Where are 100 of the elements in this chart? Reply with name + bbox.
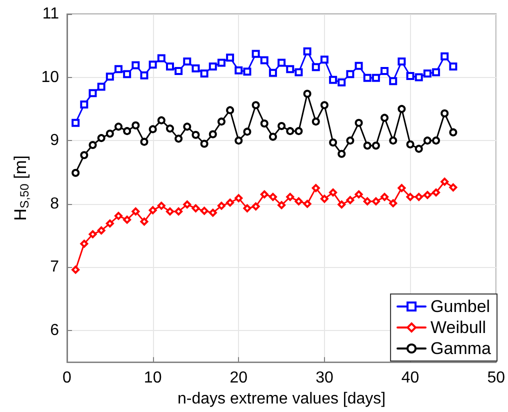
point — [338, 150, 346, 158]
point — [320, 101, 328, 110]
x-tick-label: 50 — [487, 370, 506, 387]
y-tick-label: 7 — [50, 258, 60, 276]
point — [278, 58, 286, 67]
point — [354, 62, 363, 70]
point — [329, 188, 338, 196]
point — [372, 74, 380, 82]
point — [192, 204, 200, 212]
point — [174, 207, 183, 216]
point — [338, 78, 346, 86]
point — [346, 136, 354, 145]
point — [217, 58, 226, 67]
point — [432, 68, 440, 76]
y-tick-label: 8 — [50, 195, 60, 212]
point — [183, 200, 192, 209]
point — [440, 178, 449, 186]
point — [372, 142, 380, 150]
x-axis-title: n-days extreme values [days] — [178, 390, 386, 408]
point — [303, 47, 312, 56]
point — [294, 197, 303, 206]
point — [208, 62, 217, 71]
point — [88, 141, 97, 150]
point — [114, 65, 122, 74]
point — [192, 130, 200, 139]
y-tick-label: 10 — [41, 68, 60, 86]
point — [183, 57, 192, 66]
point — [72, 118, 80, 127]
point — [140, 218, 148, 226]
point — [354, 190, 363, 198]
point — [72, 168, 80, 177]
point — [363, 74, 372, 82]
point — [303, 200, 312, 208]
point — [200, 140, 208, 148]
point — [140, 71, 148, 80]
point — [294, 68, 303, 76]
point — [440, 52, 449, 60]
point — [148, 60, 157, 69]
point — [406, 140, 414, 148]
point — [268, 68, 277, 77]
point — [166, 207, 174, 216]
point — [252, 50, 260, 58]
point — [286, 65, 294, 74]
point — [157, 54, 166, 62]
point — [398, 104, 406, 113]
point — [346, 70, 354, 78]
point — [406, 72, 414, 80]
point — [234, 66, 243, 74]
point — [380, 66, 389, 75]
point — [380, 114, 389, 122]
point — [423, 69, 432, 78]
point — [157, 116, 166, 124]
x-tick-label: 0 — [62, 370, 72, 387]
point — [148, 125, 157, 134]
point — [354, 118, 363, 127]
point — [174, 134, 183, 143]
legend-label: Gamma — [430, 339, 492, 358]
point — [208, 130, 217, 138]
point — [72, 266, 80, 274]
point — [243, 68, 252, 76]
point — [226, 106, 234, 114]
point — [278, 122, 286, 130]
point — [123, 127, 132, 136]
point — [183, 122, 192, 131]
point — [414, 144, 423, 153]
point — [80, 100, 88, 109]
point — [449, 183, 458, 192]
point — [234, 194, 243, 202]
legend-label: Gumbel — [430, 297, 490, 316]
point — [252, 101, 260, 110]
point — [414, 192, 423, 201]
point — [320, 194, 328, 203]
point — [389, 199, 398, 208]
x-tick-label: 30 — [316, 370, 334, 387]
point — [423, 136, 432, 145]
point — [372, 197, 380, 206]
point — [97, 226, 106, 234]
point — [432, 136, 440, 145]
point — [303, 90, 312, 98]
point — [106, 219, 114, 228]
x-tick-label: 10 — [144, 370, 162, 387]
point — [226, 54, 234, 62]
point — [363, 142, 372, 150]
point — [226, 198, 234, 207]
point — [389, 136, 398, 145]
point — [243, 204, 252, 212]
point — [157, 202, 166, 210]
point — [80, 151, 88, 160]
point — [268, 192, 277, 201]
point — [329, 138, 338, 146]
point — [338, 200, 346, 209]
point — [140, 138, 148, 146]
point — [200, 69, 208, 78]
point — [80, 240, 88, 248]
point — [88, 89, 97, 98]
point — [106, 72, 114, 81]
point — [88, 230, 97, 238]
point — [243, 128, 252, 136]
point — [114, 212, 122, 220]
y-tick-label: 9 — [50, 132, 60, 150]
